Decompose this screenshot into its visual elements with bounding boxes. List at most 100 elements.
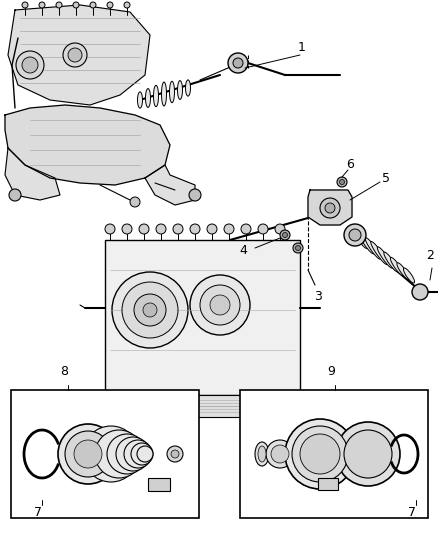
Circle shape [63,43,87,67]
Bar [240,390,427,518]
Circle shape [107,2,113,8]
Circle shape [22,57,38,73]
Text: 8: 8 [60,365,68,378]
Circle shape [74,440,102,468]
Bar [11,390,198,518]
Text: 4: 4 [239,244,247,256]
Text: 9: 9 [326,365,334,378]
Text: 5: 5 [381,172,389,184]
Text: 7: 7 [407,506,415,519]
Circle shape [348,229,360,241]
Circle shape [171,450,179,458]
Circle shape [336,177,346,187]
Circle shape [58,424,118,484]
Circle shape [22,2,28,8]
Circle shape [68,48,82,62]
Ellipse shape [137,92,142,108]
Circle shape [39,2,45,8]
Ellipse shape [348,227,360,244]
Circle shape [155,224,166,234]
Circle shape [9,189,21,201]
Text: 7: 7 [34,506,42,519]
Polygon shape [5,148,60,200]
Ellipse shape [396,263,408,279]
Circle shape [265,440,293,468]
Circle shape [274,224,284,234]
Text: 6: 6 [345,158,353,172]
Circle shape [284,419,354,489]
Circle shape [65,431,111,477]
Circle shape [233,58,243,68]
Circle shape [134,294,166,326]
Circle shape [411,284,427,300]
Circle shape [282,232,287,238]
Bar [317,478,337,490]
Polygon shape [8,5,150,105]
Circle shape [292,243,302,253]
Circle shape [124,440,152,468]
Circle shape [83,426,139,482]
Circle shape [319,198,339,218]
Circle shape [143,303,157,317]
Circle shape [223,224,233,234]
Circle shape [335,422,399,486]
Ellipse shape [161,82,166,106]
Circle shape [116,437,150,471]
Circle shape [258,224,267,234]
Polygon shape [307,190,351,225]
Polygon shape [145,165,194,205]
Circle shape [112,272,187,348]
Circle shape [324,203,334,213]
Bar [148,478,170,491]
Polygon shape [5,105,170,185]
Circle shape [130,197,140,207]
Ellipse shape [153,85,158,107]
Circle shape [122,224,132,234]
Circle shape [343,430,391,478]
Circle shape [16,51,44,79]
Ellipse shape [353,230,367,248]
Circle shape [295,246,300,251]
Ellipse shape [169,82,174,103]
Circle shape [190,224,200,234]
Circle shape [190,275,249,335]
Ellipse shape [258,446,265,462]
Text: 2: 2 [425,249,433,262]
Circle shape [173,224,183,234]
Ellipse shape [254,442,268,466]
Text: 3: 3 [313,290,321,303]
Circle shape [56,2,62,8]
Circle shape [209,295,230,315]
Circle shape [166,446,183,462]
Ellipse shape [403,268,413,283]
Circle shape [291,426,347,482]
Circle shape [124,2,130,8]
Text: 1: 1 [297,41,305,53]
Circle shape [131,443,153,465]
Circle shape [227,53,247,73]
Circle shape [122,282,177,338]
Ellipse shape [370,241,386,264]
Circle shape [107,434,147,474]
Circle shape [90,2,96,8]
Circle shape [270,445,288,463]
Circle shape [139,224,148,234]
Ellipse shape [177,80,182,99]
Bar [105,240,299,395]
Circle shape [95,430,143,478]
Circle shape [299,434,339,474]
Ellipse shape [359,234,373,254]
Circle shape [105,224,115,234]
Circle shape [207,224,216,234]
Circle shape [137,446,153,462]
Ellipse shape [376,247,392,268]
Circle shape [343,224,365,246]
Circle shape [73,2,79,8]
Ellipse shape [145,88,150,108]
Ellipse shape [185,80,190,96]
Circle shape [189,189,201,201]
Bar [115,395,290,417]
Ellipse shape [389,257,403,276]
Circle shape [339,180,344,184]
Circle shape [240,224,251,234]
